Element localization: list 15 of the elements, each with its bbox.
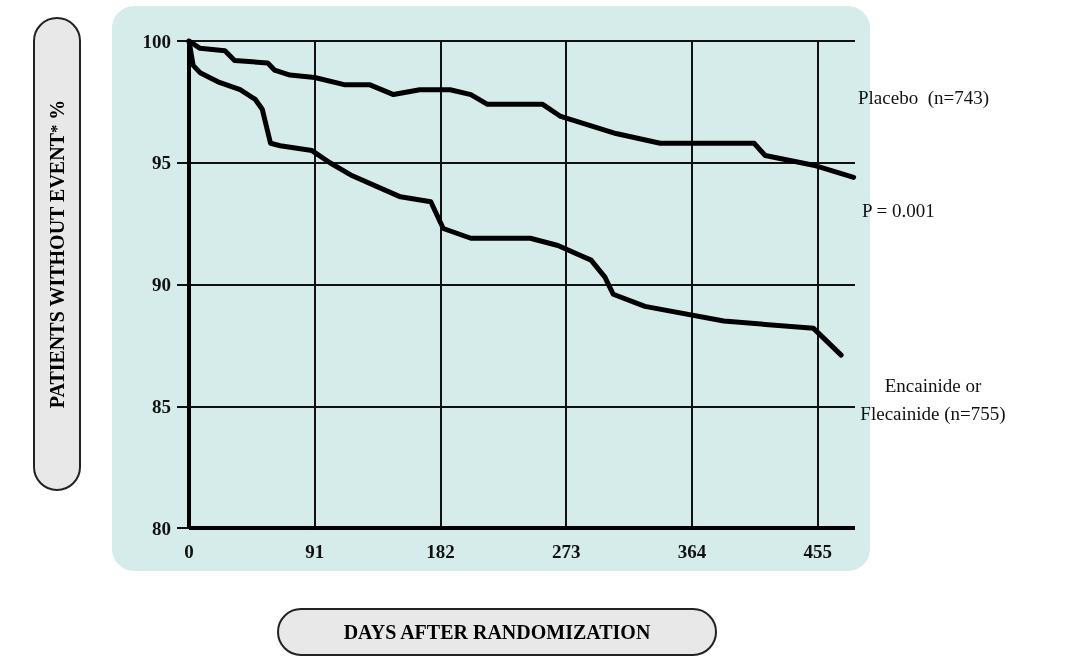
y-tick-label: 80 <box>152 517 171 539</box>
x-tick-label: 182 <box>426 541 455 562</box>
text: Placebo (n=743) <box>858 86 990 110</box>
text: P = 0.001 <box>862 200 935 222</box>
y-tick-label: 95 <box>152 152 171 174</box>
y-tick-label: 90 <box>152 274 171 295</box>
y-tick-label: 100 <box>142 30 171 52</box>
x-axis-title: DAYS AFTER RANDOMIZATION <box>277 608 717 656</box>
y-tick-label: 85 <box>152 395 171 417</box>
x-tick-label: 91 <box>305 541 325 562</box>
x-tick-label: 273 <box>551 541 581 562</box>
x-tick-label: 0 <box>184 541 194 562</box>
x-tick-label: 455 <box>803 541 832 562</box>
x-tick-label: 364 <box>677 541 707 562</box>
series-label: Encainide or Flecainide (n=755) <box>859 374 1007 426</box>
